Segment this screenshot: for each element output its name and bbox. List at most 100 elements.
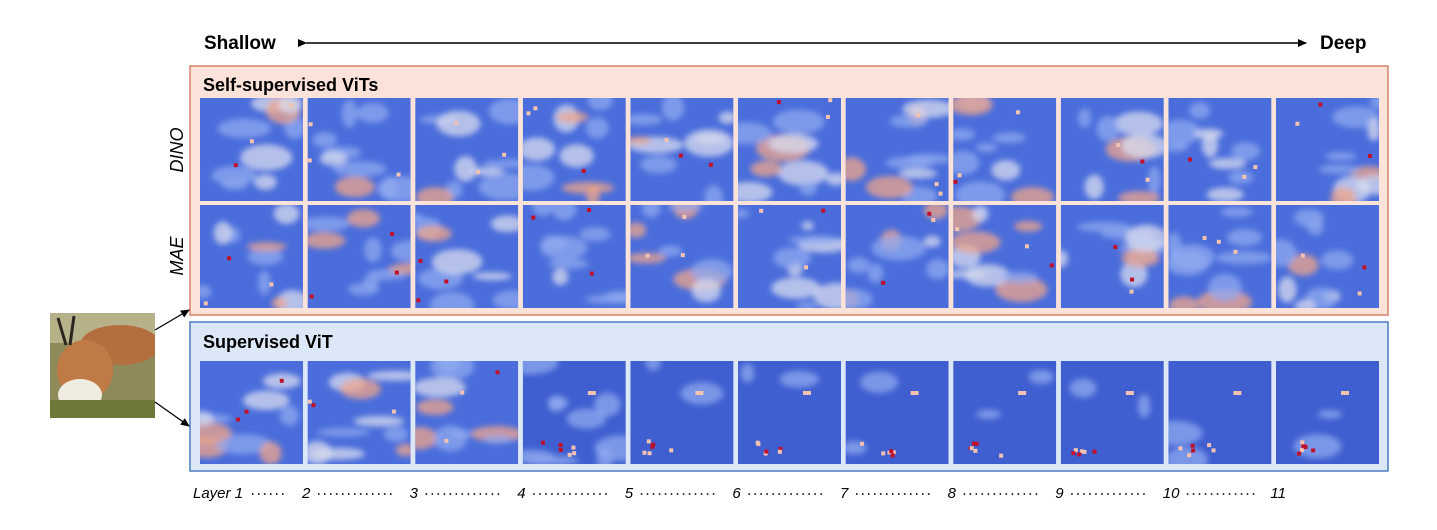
hot-cell [227,256,232,261]
heatmap-tile [738,205,841,308]
tile-blobs [953,205,1048,303]
hot-cell [1140,159,1145,164]
blob [1113,111,1164,136]
tile-content [738,98,841,201]
hot-cell [587,208,592,213]
hot-cell [1077,452,1082,457]
blob [630,113,663,126]
tile-blobs [630,205,733,303]
hot-cell [1300,440,1305,445]
blob [454,155,477,182]
hot-cell [531,215,536,220]
tile-blobs [307,370,411,464]
blob [552,268,569,286]
hot-cell [682,214,687,219]
blob [478,173,519,201]
blob [1317,409,1343,419]
heatmap-tile [522,98,626,201]
blob [1120,261,1148,288]
hot-cell [1295,121,1300,126]
blob [777,160,829,186]
hot-cell [308,122,313,127]
hot-cell [957,173,962,178]
tile-blobs [312,99,411,201]
hot-cell [444,279,449,284]
hot-cell [1367,153,1372,158]
blob [1121,133,1164,159]
blob [718,111,734,124]
blob [1078,108,1092,128]
layer-label: 8 [948,485,957,502]
hot-cell [416,298,421,303]
blob [1125,224,1164,252]
blob [750,160,782,177]
hot-cell [1178,446,1183,451]
hot-cell [1187,157,1192,162]
blob [1293,434,1342,459]
blob [1206,187,1244,201]
hot-cell [1211,448,1216,453]
blob [1117,191,1161,201]
blob [1208,157,1247,170]
layer-label: 2 [301,485,311,502]
input-image [50,313,155,418]
hot-cell [916,113,921,118]
tile-content [415,98,519,201]
layer-label: 4 [517,485,525,502]
blob [740,363,755,383]
blob [1010,187,1055,201]
blob [801,221,814,231]
tile-blobs [738,109,841,201]
blob [1356,175,1379,195]
hot-cell [589,271,594,276]
hot-cell [642,450,647,455]
tile-blobs [740,363,819,388]
blob [1168,142,1189,152]
hot-cell [650,444,655,449]
tile-blobs [1060,221,1164,288]
blob [867,263,884,283]
blob [1096,115,1120,142]
blob [310,447,366,460]
blob [552,205,577,221]
blob [561,181,615,194]
blob [1084,174,1104,200]
blob [566,408,607,429]
tile-bg [630,361,734,464]
tile-blobs [1168,420,1208,464]
blob [1216,251,1272,265]
blob [334,176,375,198]
blob [259,441,282,464]
heatmap-tile [738,361,841,464]
hot-cell [889,449,894,454]
blob [1121,248,1160,268]
blob [845,157,866,182]
blob [340,378,381,400]
tile-blobs [953,98,1055,201]
blob [1208,273,1242,302]
blob [1168,119,1201,146]
layer-label: Layer 1 [193,485,243,502]
blob [594,435,626,462]
hot-cell [1303,444,1308,449]
tile-blobs [1276,208,1354,308]
blob [1332,106,1379,128]
blob [556,111,589,123]
tile-content [415,361,519,464]
layer-label: 6 [732,485,741,502]
blob [953,128,975,141]
blob [645,361,661,371]
tile-blobs [532,205,626,304]
heatmap-tile [845,98,949,201]
blob [923,235,941,248]
blob [242,390,290,411]
hot-cell [953,179,958,184]
tile-content [953,361,1057,464]
tile-content [630,361,734,464]
hot-cell [390,231,395,236]
tile-blobs [1168,206,1272,308]
blob [860,371,899,393]
blob [1189,102,1211,119]
hot-cell [708,162,713,167]
hot-cell [571,445,576,450]
